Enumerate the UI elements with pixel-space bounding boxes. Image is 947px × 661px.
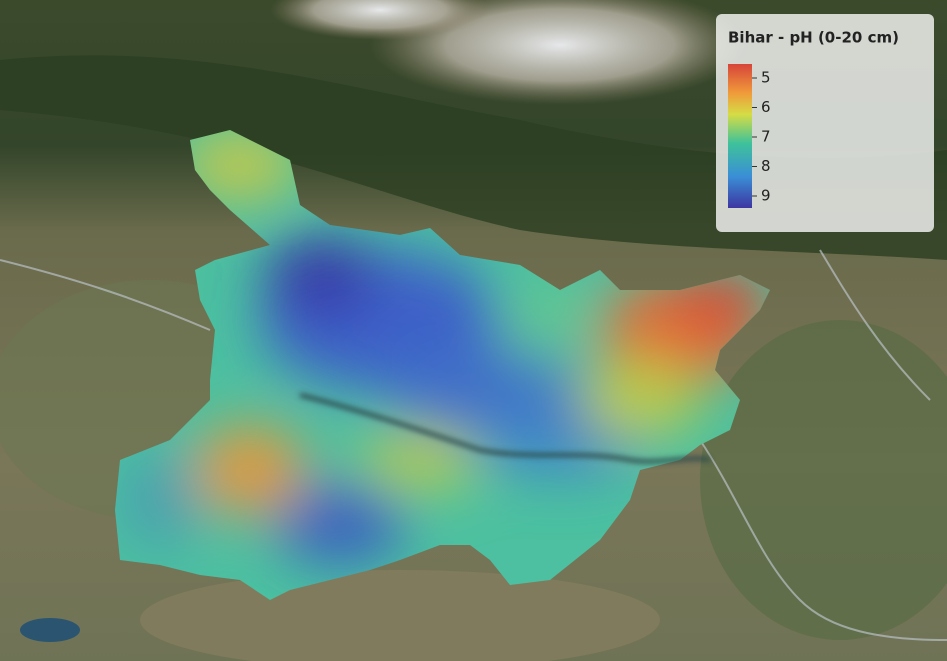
legend-tick-label: 5 [761, 69, 771, 87]
legend-box [716, 14, 934, 232]
river [0, 249, 947, 641]
lake [20, 618, 80, 642]
legend-tick-label: 6 [761, 98, 771, 116]
ganges [299, 393, 711, 464]
forest-belt [0, 55, 947, 261]
snow-mountains [270, 0, 490, 40]
legend-tick-label: 9 [761, 187, 771, 205]
color-bar [728, 64, 752, 208]
plain [700, 320, 947, 640]
legend-tick-label: 7 [761, 128, 771, 146]
legend-tick-label: 8 [761, 157, 771, 175]
legend-title: Bihar - pH (0-20 cm) [728, 29, 899, 47]
